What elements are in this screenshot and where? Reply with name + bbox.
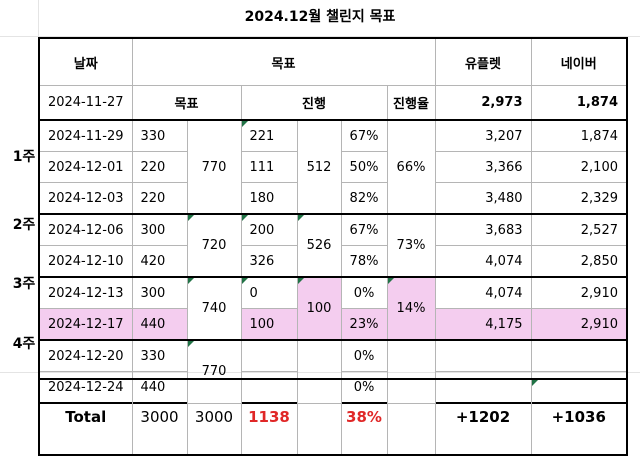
row-percent[interactable]: 78% [340, 245, 388, 278]
row-uplet[interactable]: 4,175 [434, 308, 532, 341]
week-rate[interactable]: 73% [386, 213, 436, 278]
week-progress-sum[interactable]: 526 [296, 213, 342, 278]
week-goal-sum[interactable]: 740 [186, 276, 242, 341]
row-date[interactable]: 2024-12-13 [38, 276, 133, 309]
row-uplet[interactable] [434, 339, 532, 372]
row-percent[interactable]: 67% [340, 213, 388, 246]
row-date[interactable]: 2024-12-17 [38, 308, 133, 341]
challenge-table: 날짜 목표 유플렛 네이버 2024-11-27 목표 진행 진행율 2,973… [38, 37, 628, 404]
row-uplet[interactable]: 3,366 [434, 151, 532, 183]
week-rate[interactable]: 66% [386, 119, 436, 215]
row-progress[interactable]: 0 [240, 276, 298, 309]
total-rate[interactable]: 38% [340, 378, 388, 456]
row-naver[interactable]: 2,329 [530, 182, 628, 215]
total-goal-b[interactable]: 3000 [186, 378, 242, 456]
total-progress[interactable]: 1138 [240, 378, 298, 456]
total-empty[interactable] [386, 378, 436, 456]
total-label[interactable]: Total [38, 378, 133, 456]
row-progress[interactable]: 111 [240, 151, 298, 183]
row-date[interactable]: 2024-11-29 [38, 119, 133, 152]
week-label: 1주 [12, 149, 36, 165]
row-naver[interactable]: 2,910 [530, 276, 628, 309]
row-uplet[interactable]: 4,074 [434, 245, 532, 278]
row-naver[interactable]: 2,100 [530, 151, 628, 183]
total-uplet[interactable]: +1202 [434, 378, 532, 456]
row-goal[interactable]: 220 [131, 182, 188, 215]
header-uplet[interactable]: 유플렛 [434, 37, 532, 86]
row-goal[interactable]: 300 [131, 213, 188, 246]
week-goal-sum[interactable]: 720 [186, 213, 242, 278]
row-progress[interactable]: 100 [240, 308, 298, 341]
sheet-title: 2024.12월 챌린지 목표 [244, 9, 396, 25]
header-goal[interactable]: 목표 [131, 37, 436, 86]
row-goal[interactable]: 420 [131, 245, 188, 278]
row-goal[interactable]: 440 [131, 308, 188, 341]
header-date[interactable]: 날짜 [38, 37, 133, 86]
row-uplet[interactable]: 3,480 [434, 182, 532, 215]
row-date[interactable]: 2024-12-06 [38, 213, 133, 246]
row-progress[interactable] [240, 339, 298, 372]
base-uplet[interactable]: 2,973 [434, 85, 532, 121]
row-naver[interactable]: 2,910 [530, 308, 628, 341]
week-label: 3주 [12, 276, 36, 292]
week-progress-sum[interactable]: 512 [296, 119, 342, 215]
total-goal-a[interactable]: 3000 [131, 378, 188, 456]
row-uplet[interactable]: 3,683 [434, 213, 532, 246]
header-naver[interactable]: 네이버 [530, 37, 628, 86]
base-date[interactable]: 2024-11-27 [38, 85, 133, 121]
row-date[interactable]: 2024-12-10 [38, 245, 133, 278]
row-goal[interactable]: 330 [131, 119, 188, 152]
row-uplet[interactable]: 3,207 [434, 119, 532, 152]
week-rate[interactable]: 14% [386, 276, 436, 341]
grid-line [0, 36, 640, 37]
total-empty[interactable] [296, 378, 342, 456]
week-label: 2주 [12, 217, 36, 233]
row-naver[interactable]: 2,850 [530, 245, 628, 278]
row-percent[interactable]: 67% [340, 119, 388, 152]
row-progress[interactable]: 221 [240, 119, 298, 152]
week-progress-sum[interactable]: 100 [296, 276, 342, 341]
sub-header-goal[interactable]: 목표 [131, 85, 242, 121]
total-table: Total 3000 3000 1138 38% +1202 +1036 [38, 378, 628, 456]
row-goal[interactable]: 330 [131, 339, 188, 372]
week-goal-sum[interactable]: 770 [186, 119, 242, 215]
row-uplet[interactable]: 4,074 [434, 276, 532, 309]
row-progress[interactable]: 180 [240, 182, 298, 215]
row-percent[interactable]: 23% [340, 308, 388, 341]
row-percent[interactable]: 82% [340, 182, 388, 215]
row-progress[interactable]: 200 [240, 213, 298, 246]
row-progress[interactable]: 326 [240, 245, 298, 278]
row-goal[interactable]: 300 [131, 276, 188, 309]
week-label: 4주 [12, 336, 36, 352]
row-date[interactable]: 2024-12-03 [38, 182, 133, 215]
row-naver[interactable]: 2,527 [530, 213, 628, 246]
row-naver[interactable]: 1,874 [530, 119, 628, 152]
row-goal[interactable]: 220 [131, 151, 188, 183]
sub-header-progress[interactable]: 진행 [240, 85, 388, 121]
row-naver[interactable] [530, 339, 628, 372]
total-naver[interactable]: +1036 [530, 378, 628, 456]
row-percent[interactable]: 50% [340, 151, 388, 183]
base-naver[interactable]: 1,874 [530, 85, 628, 121]
row-percent[interactable]: 0% [340, 276, 388, 309]
row-date[interactable]: 2024-12-01 [38, 151, 133, 183]
sub-header-rate[interactable]: 진행율 [386, 85, 436, 121]
row-date[interactable]: 2024-12-20 [38, 339, 133, 372]
row-percent[interactable]: 0% [340, 339, 388, 372]
